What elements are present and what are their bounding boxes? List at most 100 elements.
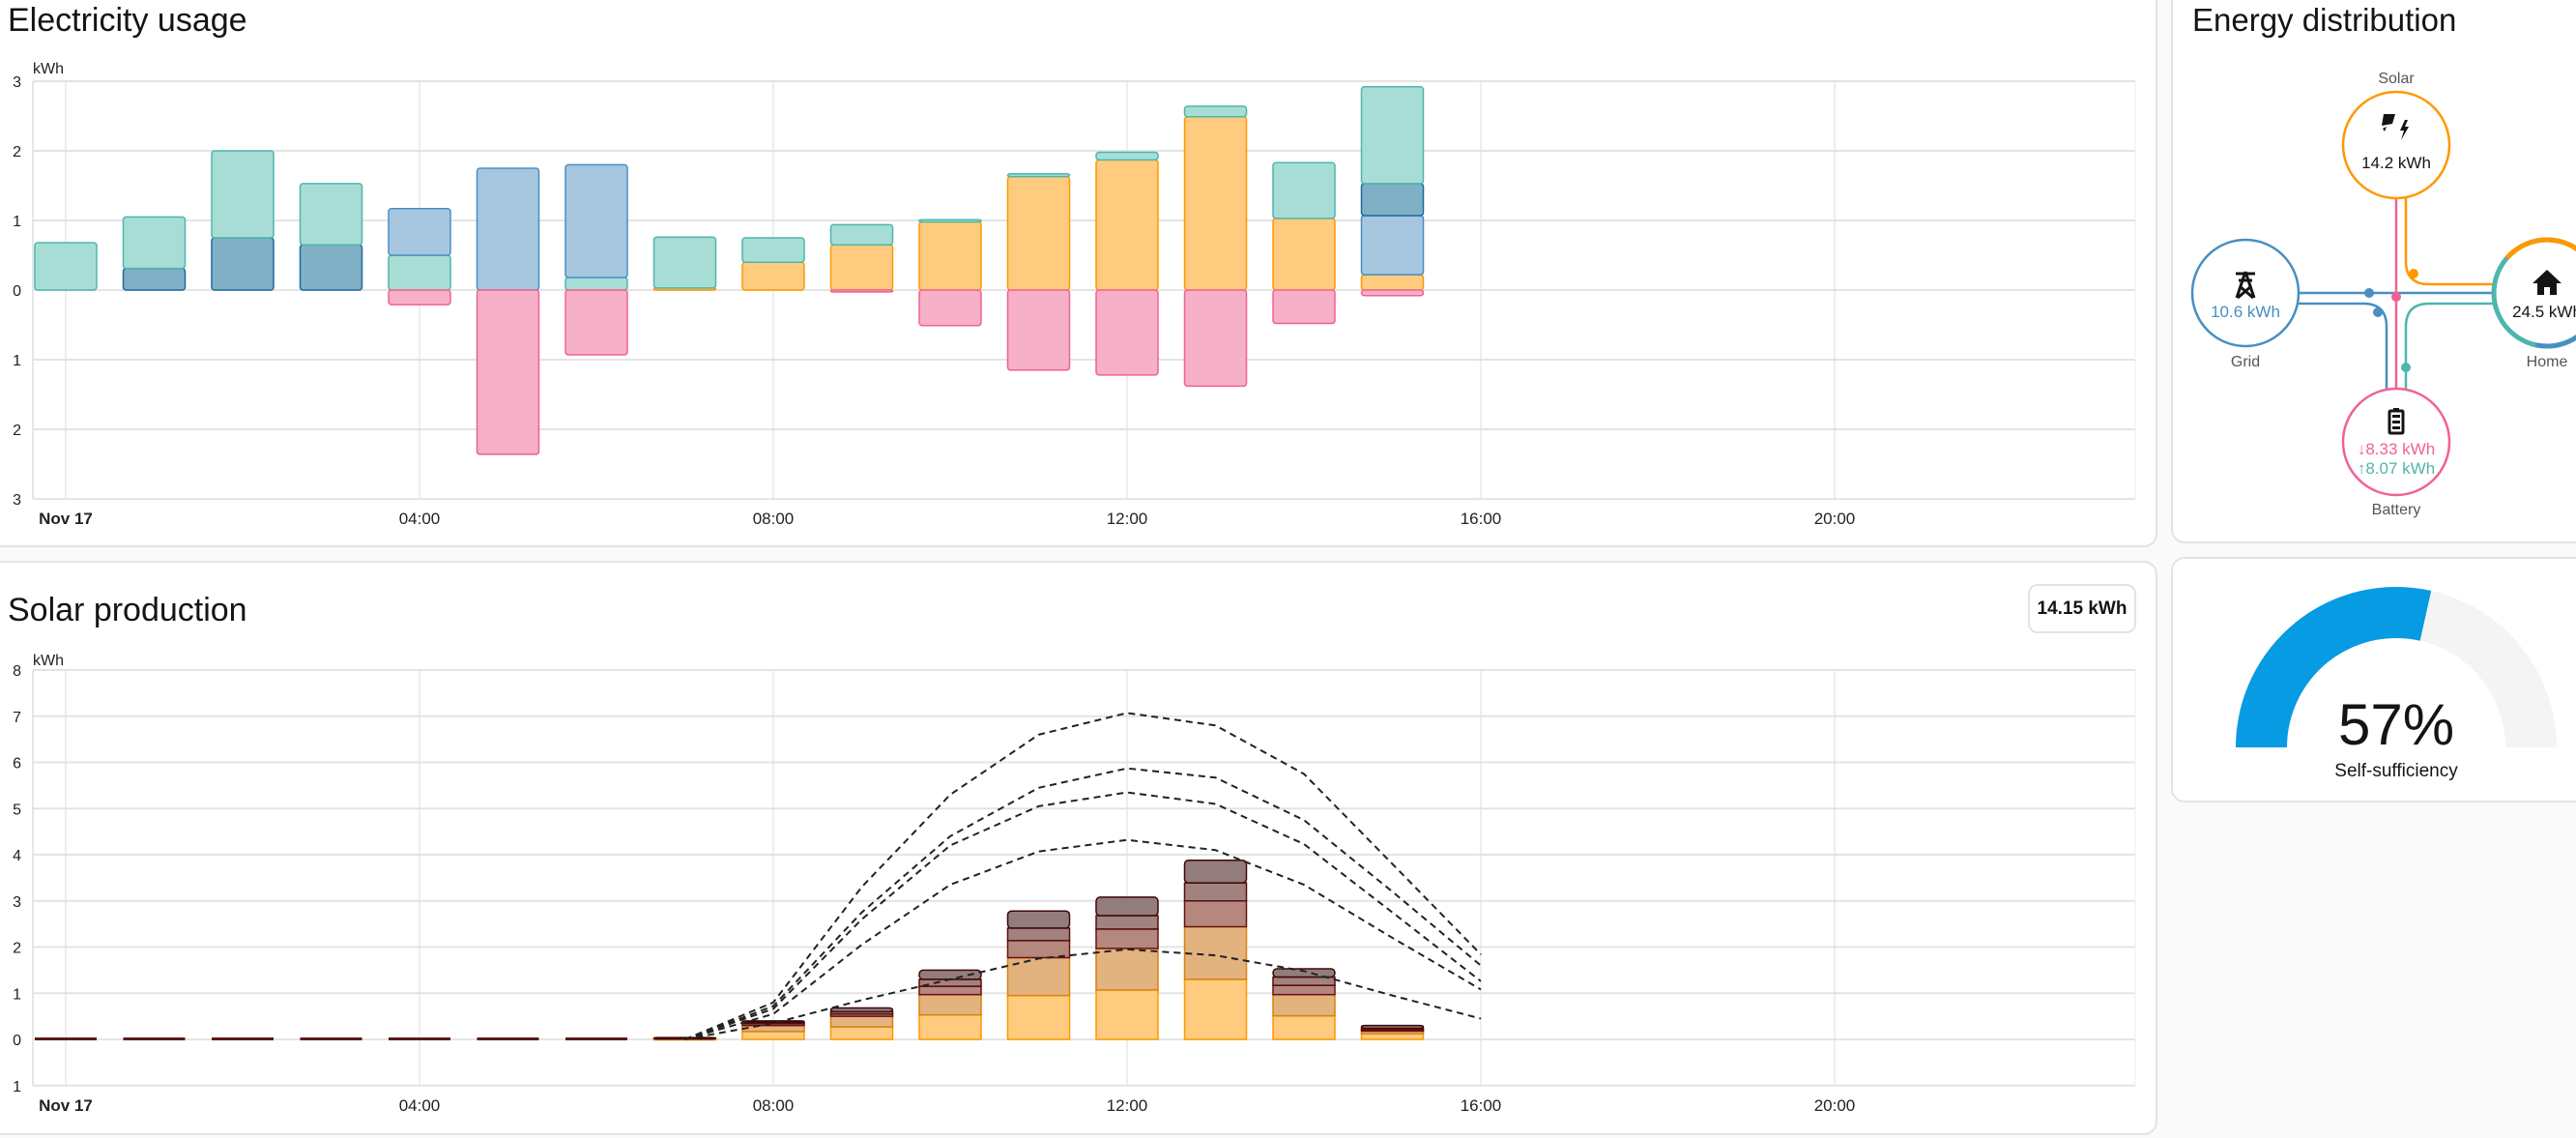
y-tick-label: 0 <box>13 283 21 300</box>
bar-source-2 <box>918 993 982 1016</box>
bar-source-5 <box>829 1007 894 1013</box>
y-tick-label: 8 <box>13 663 21 680</box>
battery-to-home-flow <box>2404 302 2494 389</box>
bar-group[interactable] <box>1006 173 1071 371</box>
bar-group[interactable] <box>1272 161 1336 325</box>
bar-battery <box>1006 173 1071 178</box>
bar-group[interactable] <box>741 1020 805 1040</box>
self-sufficiency-label: Self-sufficiency <box>2334 761 2458 781</box>
bar-group[interactable] <box>918 219 982 327</box>
bar-battery <box>829 223 894 246</box>
bar-source-2 <box>829 1015 894 1028</box>
bar-group[interactable] <box>476 167 540 455</box>
bar-to-battery <box>1006 289 1071 371</box>
bar-group[interactable] <box>1183 105 1248 388</box>
bar-source-3 <box>918 985 982 996</box>
bar-group[interactable] <box>1183 859 1248 1040</box>
bar-group[interactable] <box>1095 151 1159 376</box>
bar-group[interactable] <box>211 150 275 291</box>
bar-group[interactable] <box>652 236 717 291</box>
battery-node[interactable] <box>2341 387 2451 497</box>
solar-to-home-flow <box>2404 198 2494 286</box>
bar-to-battery <box>1272 289 1336 325</box>
bar-source-4 <box>1183 882 1248 902</box>
bar-to-battery <box>388 289 451 306</box>
flow-dot-solar-battery <box>2391 292 2401 302</box>
bar-source-1 <box>1006 994 1071 1040</box>
solar-node-label: Solar <box>2378 71 2415 87</box>
bar-group[interactable] <box>300 1037 362 1040</box>
bar-group[interactable] <box>299 183 363 291</box>
bar-group[interactable] <box>741 237 805 291</box>
bar-group[interactable] <box>1095 896 1159 1040</box>
bar-grid <box>564 163 628 278</box>
bar-group[interactable] <box>829 223 894 293</box>
y-tick-label: 2 <box>13 144 21 160</box>
x-tick-label: 12:00 <box>1107 510 1148 528</box>
bar-zero <box>123 1037 186 1040</box>
bar-grid <box>388 208 451 256</box>
bar-battery <box>211 150 275 239</box>
self-sufficiency-gauge: 57% Self-sufficiency <box>2236 587 2557 781</box>
electricity-usage-title: Electricity usage <box>8 2 247 39</box>
bar-source-4 <box>1095 915 1159 930</box>
bar-group[interactable] <box>1360 1024 1425 1040</box>
bar-zero <box>389 1037 450 1040</box>
x-tick-label: 16:00 <box>1461 510 1502 528</box>
bar-group[interactable] <box>1360 86 1425 297</box>
y-axis-unit: kWh <box>33 61 64 77</box>
bar-source-3 <box>1183 900 1248 928</box>
bar-source-5 <box>1183 859 1248 884</box>
y-tick-label: 6 <box>13 756 21 773</box>
y-tick-label: 1 <box>13 1079 21 1095</box>
bar-battery <box>299 183 363 246</box>
bar-to-battery <box>918 289 982 327</box>
bar-group[interactable] <box>565 1037 627 1040</box>
bar-to-battery <box>1095 289 1159 376</box>
bar-source-2 <box>741 1024 805 1033</box>
bar-source-3 <box>1006 940 1071 959</box>
y-tick-label: 3 <box>13 894 21 911</box>
flow-dot-grid-battery <box>2373 307 2383 317</box>
y-tick-label: 2 <box>13 941 21 957</box>
solar-node-value: 14.2 kWh <box>2361 154 2431 172</box>
bar-to-battery <box>1360 289 1425 297</box>
bar-group[interactable] <box>1272 968 1336 1040</box>
bar-group[interactable] <box>1006 910 1071 1040</box>
x-tick-label: 16:00 <box>1461 1096 1502 1115</box>
y-tick-label: 4 <box>13 848 21 864</box>
bar-group[interactable] <box>123 1037 186 1040</box>
bar-group[interactable] <box>829 1007 894 1040</box>
solar-total-badge[interactable]: 14.15 kWh <box>2028 584 2136 633</box>
bar-group[interactable] <box>918 969 982 1040</box>
transmission-tower-icon <box>2235 271 2256 300</box>
solar-node[interactable] <box>2341 90 2451 200</box>
bar-group[interactable] <box>34 242 98 291</box>
bar-source-1 <box>1095 989 1159 1040</box>
y-tick-label: 1 <box>13 214 21 230</box>
bar-zero <box>565 1037 627 1040</box>
bar-source-3 <box>1272 984 1336 996</box>
self-sufficiency-value: 57% <box>2338 692 2454 757</box>
x-tick-label: Nov 17 <box>39 510 93 528</box>
solar-production-chart: 8 7 6 5 4 3 2 1 0 1 Nov 17 04:00 08:00 12:00 16:00 20:0… <box>13 653 2136 1115</box>
x-tick-label: 20:00 <box>1814 510 1856 528</box>
bar-group[interactable] <box>389 1037 450 1040</box>
bar-source-3 <box>1095 928 1159 949</box>
bar-group[interactable] <box>477 1037 539 1040</box>
bar-group[interactable] <box>35 1037 97 1040</box>
bar-zero <box>35 1037 97 1040</box>
bar-group[interactable] <box>388 208 451 306</box>
bar-battery <box>652 236 717 289</box>
bar-to-battery <box>564 289 628 356</box>
grid-node-label: Grid <box>2231 354 2260 370</box>
x-tick-label: Nov 17 <box>39 1096 93 1115</box>
y-tick-label: 7 <box>13 710 21 726</box>
bar-group[interactable] <box>122 216 187 291</box>
bar-group[interactable] <box>212 1037 274 1040</box>
home-ring-solar-segment <box>2504 237 2576 260</box>
x-tick-label: 20:00 <box>1814 1096 1856 1115</box>
y-tick-label: 1 <box>13 986 21 1003</box>
home-node-value: 24.5 kWh <box>2512 303 2576 321</box>
bar-group[interactable] <box>564 163 628 356</box>
